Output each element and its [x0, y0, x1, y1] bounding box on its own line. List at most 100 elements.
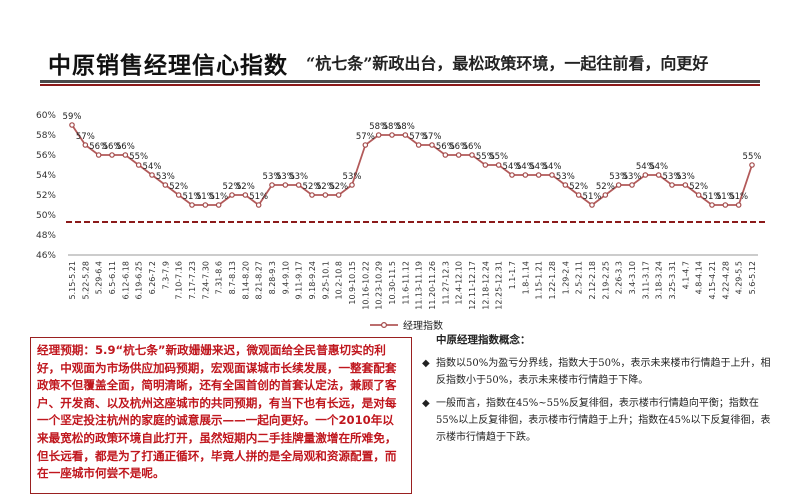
x-tick-label: 3.25-3.31 [668, 261, 677, 300]
data-point [629, 182, 635, 188]
note-text: 指数以50%为盈亏分界线，指数大于50%，表示未来楼市行情趋于上升，相反指数小于… [436, 358, 771, 386]
x-tick-label: 1.15-1.21 [535, 261, 544, 300]
x-tick-label: 1.8-1.14 [521, 261, 530, 294]
data-label: 53% [609, 172, 628, 182]
x-tick-label: 5.22-5.28 [81, 261, 90, 300]
data-point [602, 192, 609, 198]
y-tick-label: 60% [36, 111, 56, 121]
data-point [229, 192, 235, 198]
data-label: 53% [663, 172, 682, 182]
note-text: 一般而言，指数在45%~55%反复徘徊，表示楼市行情趋向平衡；指数在55%以上反… [436, 398, 771, 443]
data-point [722, 202, 729, 208]
data-point [402, 132, 409, 138]
data-label: 53% [556, 172, 575, 182]
notes-title: 中原经理指数概念： [436, 334, 531, 346]
data-point [282, 182, 289, 188]
data-point [482, 162, 489, 168]
data-point [375, 132, 382, 138]
x-tick-label: 1.22-1.28 [548, 261, 557, 300]
legend-label: 经理指数 [403, 319, 443, 332]
data-label: 56% [463, 142, 482, 152]
confidence-index-chart: 60%58%56%54%52%50%48%46%59%57%56%56%56%5… [36, 111, 765, 332]
y-tick-label: 56% [36, 151, 56, 161]
data-point [695, 192, 702, 198]
data-label: 54% [649, 162, 668, 172]
x-tick-label: 9.11-9.17 [295, 261, 304, 300]
data-point [655, 172, 662, 178]
x-tick-label: 10.30-11.5 [388, 261, 397, 305]
x-tick-label: 11.13-11.19 [415, 261, 424, 310]
data-point [522, 172, 529, 178]
data-label: 56% [449, 142, 468, 152]
data-point [269, 182, 275, 188]
x-tick-label: 5.6-5.12 [748, 261, 757, 294]
data-label: 54% [529, 162, 548, 172]
data-label: 55% [743, 152, 762, 162]
data-label: 53% [343, 172, 362, 182]
header-rule [40, 80, 760, 83]
data-label: 55% [129, 152, 148, 162]
data-point [615, 182, 622, 188]
x-tick-label: 3.18-3.24 [655, 261, 664, 300]
data-point [442, 152, 449, 158]
data-label: 57% [356, 132, 375, 142]
data-label: 54% [503, 162, 522, 172]
x-tick-label: 3.4-3.10 [628, 261, 637, 294]
data-point [69, 122, 75, 128]
x-tick-label: 2.19-2.25 [601, 261, 610, 300]
x-tick-label: 6.19-6.25 [135, 261, 144, 300]
data-label: 51% [249, 192, 268, 202]
data-point [455, 152, 462, 158]
data-label: 51% [583, 192, 602, 202]
x-tick-label: 7.17-7.23 [188, 261, 197, 300]
page-subtitle: “杭七条”新政出台，最松政策环境，一起往前看，向更好 [306, 54, 709, 73]
data-point [322, 192, 329, 198]
data-label: 52% [223, 182, 242, 192]
data-label: 52% [329, 182, 348, 192]
x-tick-label: 12.11-12.17 [468, 261, 477, 310]
data-label: 51% [183, 192, 202, 202]
x-tick-label: 12.25-12.31 [495, 261, 504, 310]
index-notes: 中原经理指数概念： ◆ 指数以50%为盈亏分界线，指数大于50%，表示未来楼市行… [422, 332, 778, 492]
data-point [642, 172, 649, 178]
data-label: 59% [63, 112, 82, 122]
diamond-bullet-icon: ◆ [422, 398, 430, 409]
data-point [309, 192, 315, 198]
data-point [562, 182, 569, 188]
data-label: 51% [703, 192, 722, 202]
data-point [709, 202, 715, 208]
header-rule-accent [40, 84, 760, 86]
data-point [255, 202, 262, 208]
data-label: 51% [209, 192, 228, 202]
data-point [509, 172, 515, 178]
x-tick-label: 2.12-2.18 [588, 261, 597, 300]
data-point [162, 182, 169, 188]
data-point [749, 162, 755, 168]
data-point [95, 152, 102, 158]
x-tick-label: 1.29-2.4 [561, 261, 570, 294]
data-label: 52% [236, 182, 255, 192]
x-tick-label: 8.14-8.20 [241, 261, 250, 300]
x-tick-label: 9.18-9.24 [308, 261, 317, 300]
data-label: 56% [116, 142, 135, 152]
data-label: 54% [516, 162, 535, 172]
data-point [109, 152, 115, 158]
data-point [682, 182, 689, 188]
data-label: 52% [596, 182, 615, 192]
data-label: 55% [489, 152, 508, 162]
data-label: 53% [276, 172, 295, 182]
x-tick-label: 6.26-7.2 [148, 261, 157, 294]
data-point [242, 192, 249, 198]
x-tick-label: 6.12-6.18 [121, 261, 130, 300]
data-label: 57% [409, 132, 428, 142]
data-point [362, 142, 369, 148]
y-tick-label: 50% [36, 211, 56, 221]
data-point [735, 202, 742, 208]
x-tick-label: 12.18-12.24 [481, 261, 490, 310]
x-tick-label: 10.9-10.15 [348, 261, 357, 305]
x-tick-label: 1.1-1.7 [508, 261, 517, 289]
x-tick-label: 11.20-11.26 [428, 261, 437, 310]
data-point [295, 182, 302, 188]
data-point [549, 172, 555, 178]
x-tick-label: 7.31-8.6 [215, 261, 224, 294]
